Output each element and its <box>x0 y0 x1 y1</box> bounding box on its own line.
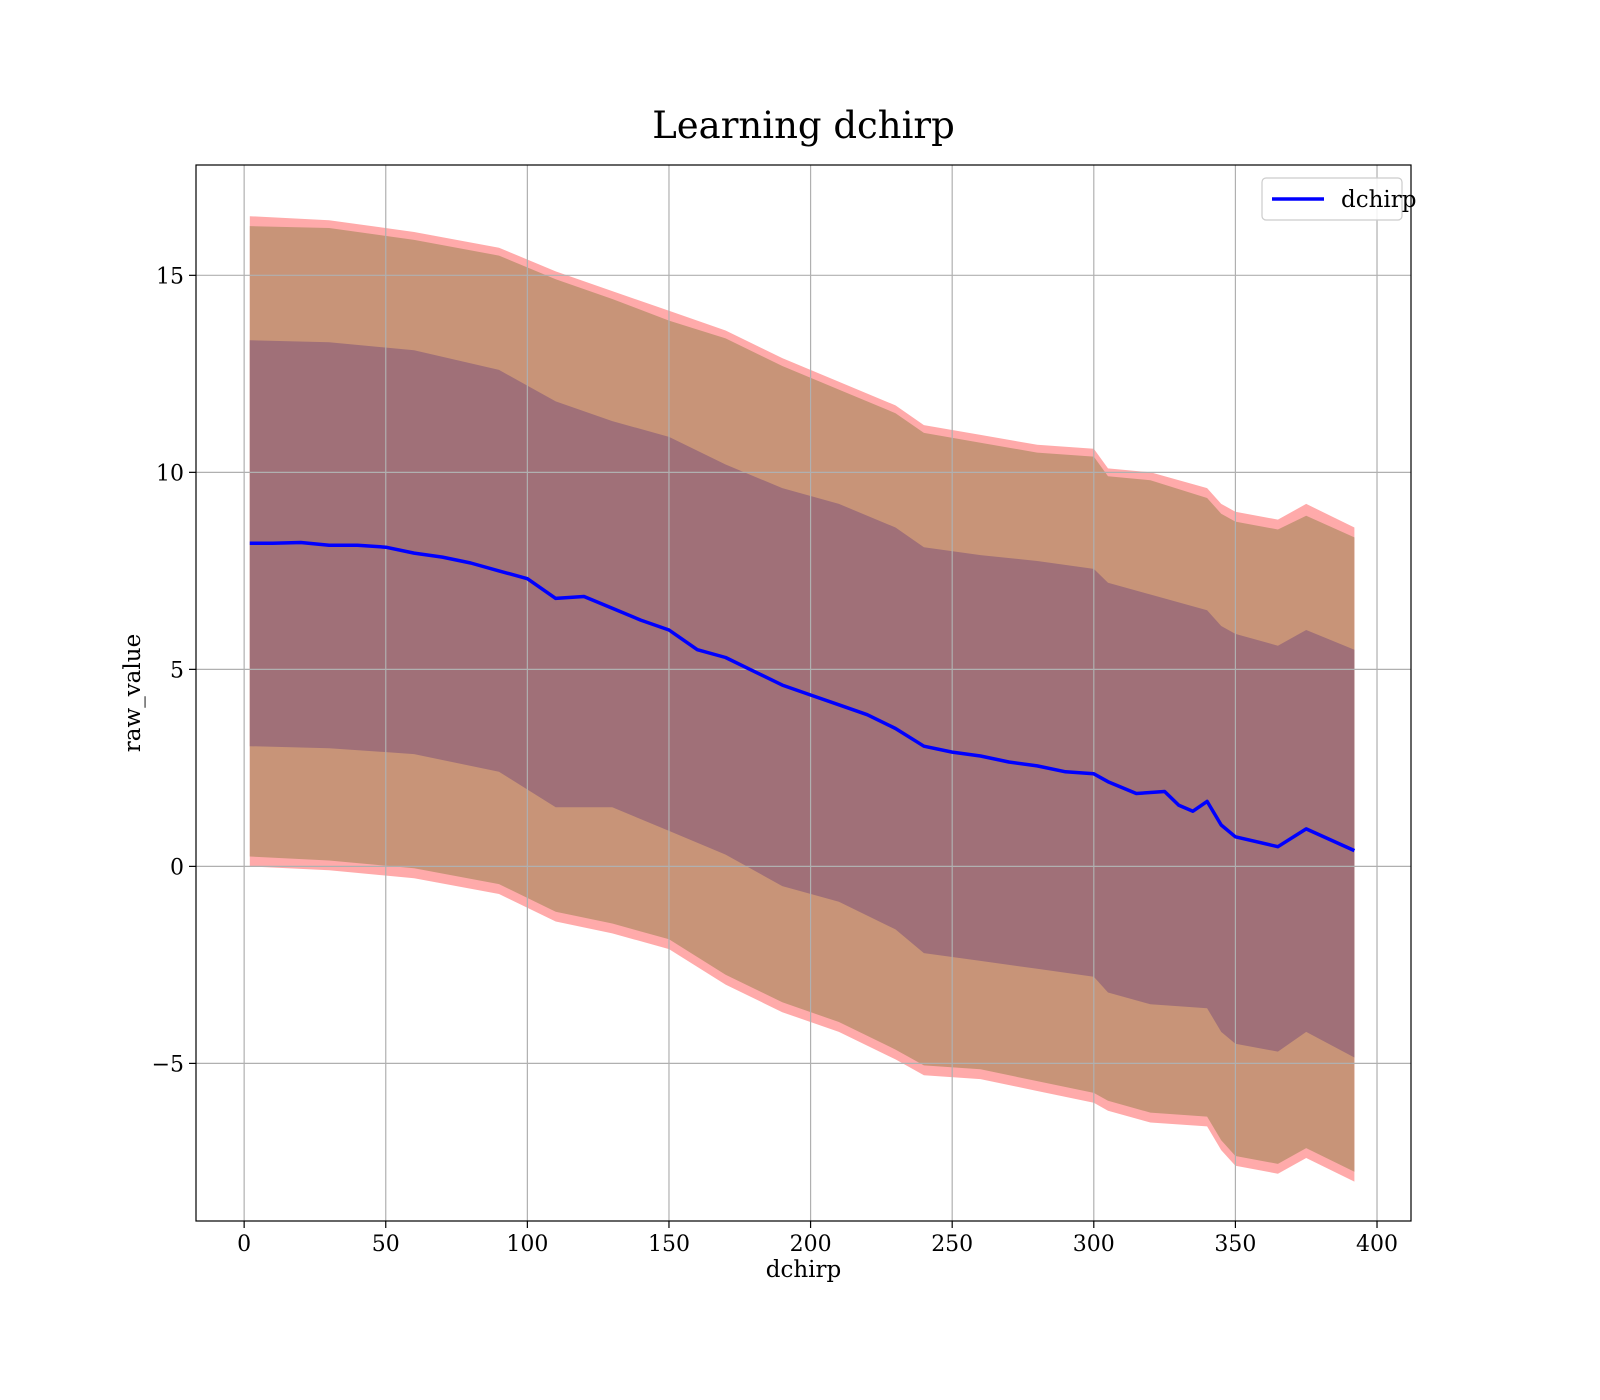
y-tick-label: 5 <box>170 658 184 683</box>
x-tick-label: 400 <box>1356 1232 1398 1257</box>
x-tick-label: 200 <box>790 1232 832 1257</box>
y-tick-label: 15 <box>156 264 184 289</box>
legend-label-dchirp: dchirp <box>1341 187 1417 213</box>
legend: dchirp <box>1261 177 1417 221</box>
x-tick-label: 100 <box>506 1232 548 1257</box>
legend-box <box>1261 177 1403 221</box>
y-tick-label: 10 <box>156 461 184 486</box>
x-tick-label: 150 <box>648 1232 690 1257</box>
x-axis-label: dchirp <box>766 1257 842 1283</box>
y-tick-label: −5 <box>152 1052 184 1077</box>
y-axis-label: raw_value <box>120 634 146 752</box>
x-tick-label: 0 <box>237 1232 251 1257</box>
x-tick-label: 250 <box>931 1232 973 1257</box>
chart-title: Learning dchirp <box>652 104 955 147</box>
plot-frame <box>195 164 1412 1222</box>
series-line-dchirp <box>249 540 1356 853</box>
lines-layer <box>249 540 1356 853</box>
x-tick-label: 350 <box>1214 1232 1256 1257</box>
x-tick-label: 50 <box>372 1232 400 1257</box>
x-axis-ticks: 0 50 100 150 200 250 300 350 400 <box>237 1221 1398 1257</box>
x-tick-label: 300 <box>1073 1232 1115 1257</box>
band-area-2 <box>249 340 1355 1058</box>
y-axis-ticks: −5 0 5 10 15 <box>152 264 196 1077</box>
bands-layer <box>249 216 1355 1182</box>
y-tick-label: 0 <box>170 855 184 880</box>
grid-layer <box>196 165 1411 1221</box>
